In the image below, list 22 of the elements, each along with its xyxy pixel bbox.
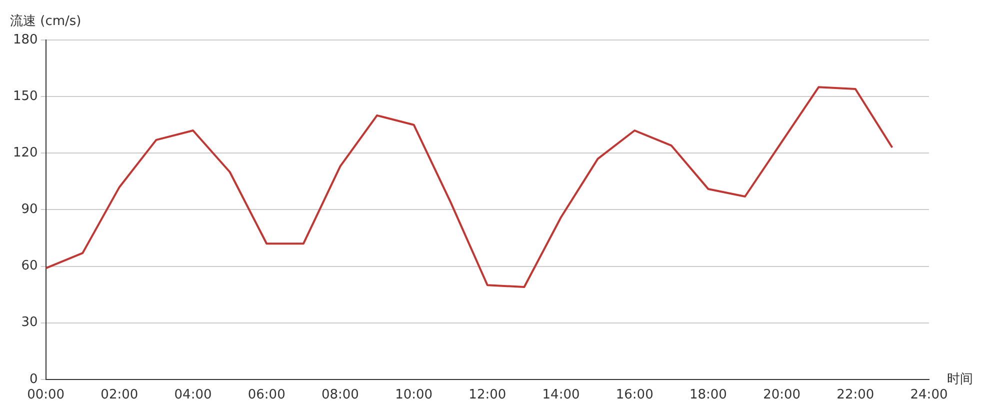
y-tick-label: 90: [21, 202, 38, 218]
x-tick-label: 10:00: [395, 388, 433, 403]
y-tick-label: 60: [21, 258, 38, 274]
y-tick-label: 180: [12, 32, 38, 48]
x-tick-label: 00:00: [27, 388, 65, 403]
x-tick-label: 16:00: [616, 388, 654, 403]
x-tick-label: 18:00: [689, 388, 727, 403]
x-tick-label: 08:00: [321, 388, 359, 403]
x-tick-label: 24:00: [910, 388, 948, 403]
y-tick-label: 150: [12, 88, 38, 104]
x-tick-label: 14:00: [542, 388, 580, 403]
y-tick-label: 30: [21, 315, 38, 330]
x-tick-label: 04:00: [174, 388, 212, 403]
x-tick-label: 12:00: [468, 388, 506, 403]
y-tick-label: 120: [12, 146, 38, 161]
x-axis-title: 时间: [947, 372, 973, 387]
y-tick-label: 0: [30, 372, 38, 387]
x-tick-label: 06:00: [248, 388, 286, 403]
x-tick-label: 22:00: [836, 388, 874, 403]
x-tick-label: 20:00: [763, 388, 801, 403]
y-axis-title: 流速 (cm/s): [10, 12, 82, 29]
x-tick-label: 02:00: [100, 388, 138, 403]
